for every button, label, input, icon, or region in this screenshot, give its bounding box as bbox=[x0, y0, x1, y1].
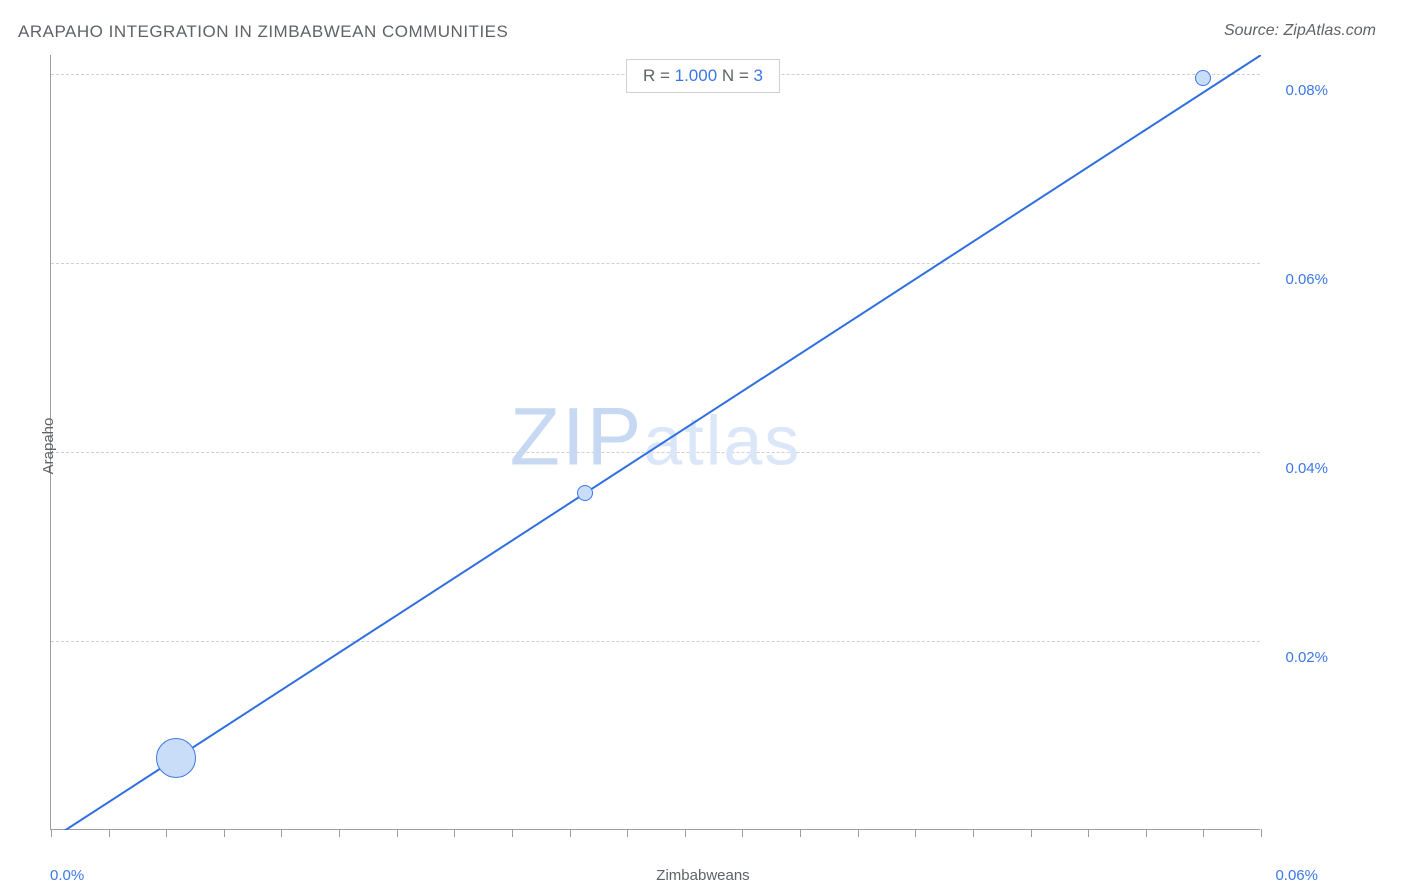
y-tick-label: 0.04% bbox=[1285, 460, 1328, 477]
x-tick bbox=[51, 829, 52, 837]
trendline bbox=[51, 55, 1261, 830]
n-value: 3 bbox=[754, 66, 763, 85]
x-tick bbox=[800, 829, 801, 837]
n-label: N = bbox=[717, 66, 753, 85]
trendline-layer bbox=[51, 55, 1261, 830]
data-point bbox=[156, 738, 196, 778]
y-axis-label: Arapaho bbox=[40, 418, 57, 475]
y-tick-label: 0.06% bbox=[1285, 271, 1328, 288]
x-tick bbox=[281, 829, 282, 837]
x-tick bbox=[1261, 829, 1262, 837]
x-axis-label: Zimbabweans bbox=[656, 867, 749, 884]
x-tick bbox=[397, 829, 398, 837]
x-tick bbox=[1203, 829, 1204, 837]
x-axis-min: 0.0% bbox=[50, 867, 84, 884]
r-value: 1.000 bbox=[675, 66, 718, 85]
x-tick bbox=[224, 829, 225, 837]
y-tick-label: 0.02% bbox=[1285, 649, 1328, 666]
x-tick bbox=[454, 829, 455, 837]
x-tick bbox=[685, 829, 686, 837]
x-tick bbox=[1146, 829, 1147, 837]
x-tick bbox=[166, 829, 167, 837]
x-tick bbox=[1031, 829, 1032, 837]
x-tick bbox=[1088, 829, 1089, 837]
data-point bbox=[1195, 70, 1211, 86]
data-point bbox=[577, 485, 593, 501]
x-tick bbox=[109, 829, 110, 837]
x-tick bbox=[973, 829, 974, 837]
watermark-atlas: atlas bbox=[643, 401, 801, 479]
y-tick-label: 0.08% bbox=[1285, 82, 1328, 99]
stats-legend: R = 1.000 N = 3 bbox=[626, 59, 780, 93]
watermark: ZIPatlas bbox=[510, 390, 801, 484]
r-label: R = bbox=[643, 66, 675, 85]
x-tick bbox=[858, 829, 859, 837]
watermark-zip: ZIP bbox=[510, 391, 644, 482]
x-tick bbox=[627, 829, 628, 837]
chart-container: ARAPAHO INTEGRATION IN ZIMBABWEAN COMMUN… bbox=[0, 0, 1406, 892]
x-tick bbox=[512, 829, 513, 837]
x-tick bbox=[570, 829, 571, 837]
x-tick bbox=[742, 829, 743, 837]
x-tick bbox=[339, 829, 340, 837]
source-attribution: Source: ZipAtlas.com bbox=[1224, 22, 1376, 40]
chart-title: ARAPAHO INTEGRATION IN ZIMBABWEAN COMMUN… bbox=[18, 22, 508, 42]
gridline bbox=[51, 263, 1260, 264]
plot-area: ZIPatlas bbox=[50, 55, 1260, 830]
x-tick bbox=[915, 829, 916, 837]
x-axis-max: 0.06% bbox=[1275, 867, 1318, 884]
gridline bbox=[51, 452, 1260, 453]
gridline bbox=[51, 641, 1260, 642]
